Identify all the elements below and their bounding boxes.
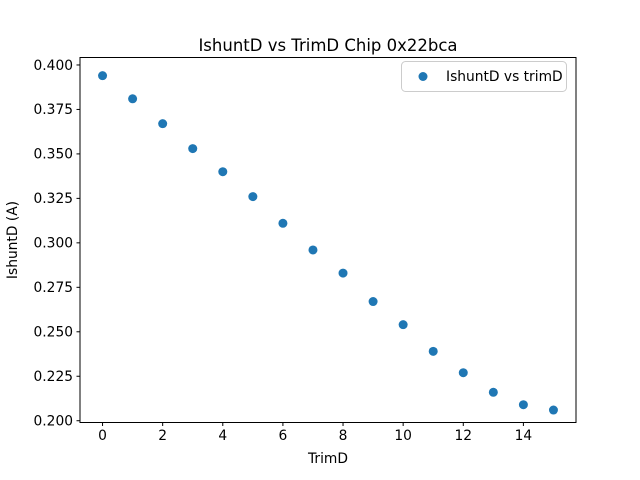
y-tick-label: 0.350 bbox=[34, 147, 74, 163]
scatter-point bbox=[428, 346, 438, 356]
legend-marker-icon bbox=[418, 72, 428, 81]
x-tick-label: 0 bbox=[98, 428, 107, 444]
y-tick-label: 0.250 bbox=[34, 325, 74, 341]
y-tick-label: 0.325 bbox=[34, 191, 74, 207]
y-tick-label: 0.375 bbox=[34, 102, 74, 118]
legend: IshuntD vs trimD bbox=[401, 61, 567, 92]
x-tick-label: 14 bbox=[515, 428, 533, 444]
y-axis-label: IshuntD (A) bbox=[5, 201, 21, 279]
y-tick-label: 0.300 bbox=[34, 236, 74, 252]
x-axis-ticks: 0 2 4 6 8 10 12 14 bbox=[98, 422, 533, 444]
scatter-point bbox=[368, 297, 378, 307]
scatter-point bbox=[308, 245, 318, 255]
y-axis-ticks: 0.200 0.225 0.250 0.275 0.300 0.325 0.350 0.375… bbox=[34, 58, 80, 430]
scatter-point bbox=[278, 218, 288, 228]
x-tick-label: 8 bbox=[339, 428, 348, 444]
scatter-point bbox=[458, 368, 468, 378]
scatter-point bbox=[398, 320, 408, 330]
scatter-point bbox=[338, 268, 348, 278]
scatter-point bbox=[218, 167, 228, 177]
x-axis-label: TrimD bbox=[307, 451, 348, 467]
x-tick-label: 6 bbox=[279, 428, 288, 444]
x-tick-label: 10 bbox=[394, 428, 412, 444]
y-tick-label: 0.400 bbox=[34, 58, 74, 74]
scatter-point bbox=[548, 405, 558, 415]
scatter-point bbox=[248, 192, 258, 202]
scatter-point bbox=[128, 94, 138, 104]
scatter-point bbox=[518, 400, 528, 410]
y-tick-label: 0.225 bbox=[34, 369, 74, 385]
chart-title: IshuntD vs TrimD Chip 0x22bca bbox=[198, 36, 457, 55]
scatter-point bbox=[188, 144, 198, 154]
x-tick-label: 4 bbox=[218, 428, 227, 444]
x-tick-label: 12 bbox=[454, 428, 472, 444]
x-tick-label: 2 bbox=[158, 428, 167, 444]
plot-frame bbox=[79, 57, 577, 423]
scatter-point bbox=[158, 119, 168, 129]
legend-label: IshuntD vs trimD bbox=[446, 69, 563, 85]
scatter-point bbox=[98, 71, 108, 81]
y-tick-label: 0.275 bbox=[34, 280, 74, 296]
scatter-series bbox=[98, 71, 558, 415]
legend-frame bbox=[401, 61, 567, 92]
scatter-point bbox=[488, 387, 498, 397]
y-tick-label: 0.200 bbox=[34, 414, 74, 430]
